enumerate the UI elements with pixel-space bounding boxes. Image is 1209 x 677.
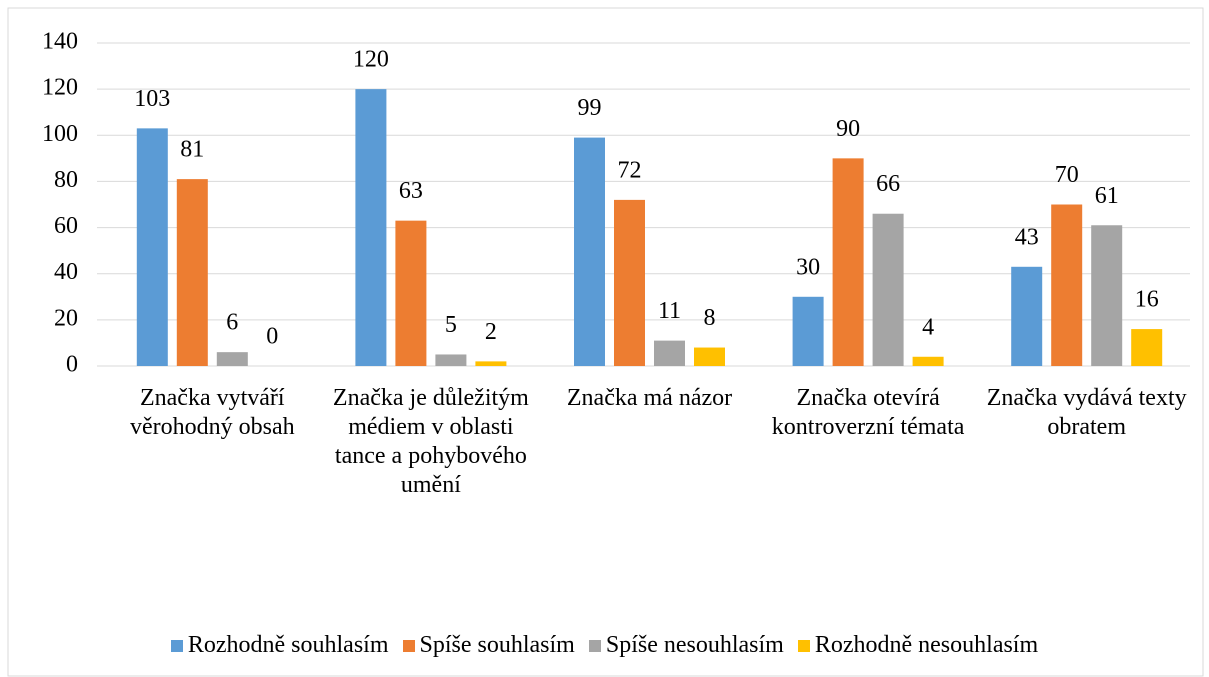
chart-border bbox=[7, 7, 1204, 677]
bar bbox=[832, 158, 864, 366]
legend-label: Spíše nesouhlasím bbox=[605, 632, 784, 658]
bar bbox=[912, 356, 944, 366]
legend: Rozhodně souhlasím Spíše souhlasím Spíše n… bbox=[0, 632, 1209, 659]
legend-item: Spíše souhlasím bbox=[402, 632, 575, 659]
data-label: 99 bbox=[578, 95, 602, 121]
data-label: 72 bbox=[618, 157, 642, 183]
data-label: 66 bbox=[876, 171, 900, 197]
legend-item: Rozhodně souhlasím bbox=[170, 632, 389, 659]
data-label: 4 bbox=[922, 314, 934, 340]
data-label: 2 bbox=[485, 319, 497, 345]
x-tick-label: Značka otevírá kontroverzní témata bbox=[771, 385, 965, 440]
y-tick-label: 40 bbox=[54, 259, 78, 285]
bar bbox=[792, 296, 824, 366]
bar bbox=[614, 199, 645, 366]
bar bbox=[1051, 204, 1083, 366]
x-tick-label: Značka vytváří věrohodný obsah bbox=[129, 385, 295, 440]
data-label: 70 bbox=[1055, 162, 1079, 188]
legend-swatch bbox=[170, 639, 183, 652]
x-tick-label: Značka má názor bbox=[566, 385, 733, 411]
data-label: 0 bbox=[266, 324, 278, 350]
data-label: 8 bbox=[704, 305, 716, 331]
legend-label: Rozhodně nesouhlasím bbox=[814, 632, 1039, 658]
data-label: 90 bbox=[836, 116, 860, 142]
legend-label: Rozhodně souhlasím bbox=[187, 632, 389, 658]
data-label: 16 bbox=[1135, 287, 1159, 313]
legend-item: Spíše nesouhlasím bbox=[588, 632, 784, 659]
bar bbox=[216, 352, 248, 366]
y-tick-label: 80 bbox=[54, 167, 78, 193]
data-label: 5 bbox=[445, 312, 457, 338]
bar bbox=[574, 137, 605, 366]
data-label: 120 bbox=[353, 47, 389, 73]
data-label: 30 bbox=[796, 254, 820, 280]
bar bbox=[1011, 266, 1043, 366]
legend-item: Rozhodně nesouhlasím bbox=[797, 632, 1039, 659]
legend-swatch bbox=[402, 639, 415, 652]
data-label: 103 bbox=[134, 86, 170, 112]
data-label: 61 bbox=[1095, 183, 1119, 209]
y-tick-label: 0 bbox=[66, 352, 78, 378]
x-tick-label: Značka je důležitým médiem v oblasti tan… bbox=[332, 385, 529, 498]
bar bbox=[654, 340, 685, 366]
y-tick-label: 60 bbox=[54, 213, 78, 239]
y-tick-label: 20 bbox=[54, 305, 78, 331]
bar bbox=[435, 354, 467, 366]
data-label: 11 bbox=[658, 298, 681, 324]
bar bbox=[694, 347, 725, 366]
bar bbox=[1131, 329, 1163, 366]
data-label: 43 bbox=[1015, 224, 1039, 250]
bar bbox=[136, 128, 168, 366]
y-tick-label: 120 bbox=[42, 75, 78, 101]
data-label: 63 bbox=[399, 178, 423, 204]
y-tick-label: 100 bbox=[42, 121, 78, 147]
data-label: 6 bbox=[226, 310, 238, 336]
bar bbox=[1091, 225, 1123, 366]
legend-swatch bbox=[797, 639, 810, 652]
bar bbox=[475, 361, 507, 366]
y-tick-label: 140 bbox=[42, 29, 78, 55]
legend-swatch bbox=[588, 639, 601, 652]
bar bbox=[355, 89, 387, 367]
bar bbox=[872, 213, 904, 366]
x-tick-label: Značka vydává texty obratem bbox=[986, 385, 1187, 440]
bar bbox=[176, 179, 208, 366]
legend-label: Spíše souhlasím bbox=[419, 632, 575, 658]
bar bbox=[395, 220, 427, 366]
data-label: 81 bbox=[180, 137, 204, 163]
